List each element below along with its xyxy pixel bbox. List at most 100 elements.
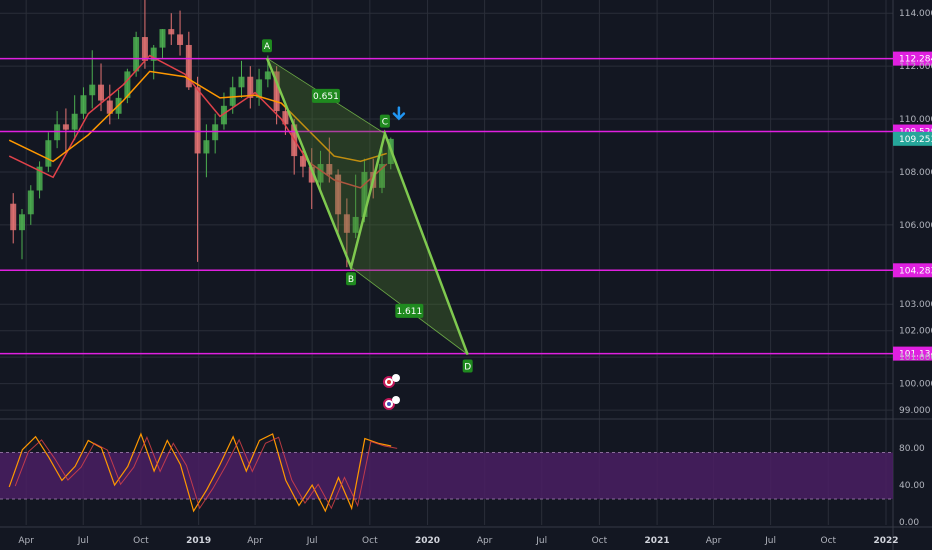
down-arrow-icon bbox=[392, 106, 406, 121]
candle-body bbox=[106, 100, 113, 114]
candle-body bbox=[10, 203, 17, 231]
candle-body bbox=[133, 37, 140, 72]
time-tick-label: Jul bbox=[535, 536, 547, 546]
price-tick-label: 108.000 bbox=[899, 168, 932, 178]
pattern-point-badge[interactable] bbox=[379, 114, 390, 128]
price-tick-label: 99.000 bbox=[899, 406, 931, 416]
candle-body bbox=[194, 87, 201, 154]
oscillator-tick-label: 80.00 bbox=[899, 444, 925, 454]
price-tick-label: 110.000 bbox=[899, 115, 932, 125]
candle-body bbox=[273, 71, 280, 112]
candle-body bbox=[36, 166, 43, 191]
candle-body bbox=[89, 84, 96, 96]
candle-body bbox=[220, 105, 227, 125]
pattern-point-label: D bbox=[464, 363, 471, 373]
candle-body bbox=[98, 84, 105, 101]
time-tick-label: Jul bbox=[77, 536, 89, 546]
candle-body bbox=[343, 214, 350, 233]
candle-body bbox=[335, 174, 342, 215]
stochastic-oscillator bbox=[8, 432, 398, 513]
pattern-point-label: B bbox=[348, 275, 354, 285]
price-tick-label: 102.000 bbox=[899, 327, 932, 337]
moving-averages bbox=[8, 54, 388, 189]
price-tick-label: 101.000 bbox=[899, 353, 932, 363]
time-axis[interactable]: Apr Jul Oct 2019 Apr Jul Oct 2020 Apr Jul Oct 2021 A… bbox=[18, 536, 898, 546]
pattern-point-badge[interactable] bbox=[261, 39, 272, 53]
oscillator-tick-label: 40.00 bbox=[899, 481, 925, 491]
candle-body bbox=[264, 71, 271, 80]
time-tick-label: Oct bbox=[821, 536, 837, 546]
level-price-label: 112.284 bbox=[899, 55, 932, 65]
pattern-point-badge[interactable] bbox=[462, 359, 473, 373]
pattern-point-badge[interactable] bbox=[346, 272, 357, 286]
level-price-label-bg bbox=[893, 263, 932, 278]
candle-body bbox=[361, 171, 368, 217]
slow-moving-average-line bbox=[8, 70, 387, 163]
time-tick-label: Jul bbox=[306, 536, 318, 546]
oscillator-tick-label: 0.00 bbox=[899, 518, 919, 528]
candle-body bbox=[124, 71, 131, 98]
candle-body bbox=[317, 164, 324, 183]
pattern-leg-lines[interactable] bbox=[265, 57, 469, 355]
stochastic-k-line bbox=[8, 432, 392, 513]
event-flag-dot bbox=[387, 380, 391, 384]
level-price-label-bg bbox=[893, 346, 932, 361]
ratio-badge-bg bbox=[395, 303, 424, 318]
stochastic-band bbox=[0, 452, 893, 500]
time-tick-label: 2019 bbox=[186, 536, 211, 546]
candle-body bbox=[256, 79, 263, 98]
candle-body bbox=[378, 164, 385, 188]
horizontal-levels[interactable]: 112.284109.528104.283101.134109.253 bbox=[0, 51, 932, 361]
time-tick-label: Apr bbox=[477, 536, 493, 546]
candle-body bbox=[352, 216, 359, 233]
price-tick-label: 103.000 bbox=[899, 300, 932, 310]
pattern-bcd-fill bbox=[351, 133, 468, 355]
price-tick-label: 106.000 bbox=[899, 221, 932, 231]
time-tick-label: 2021 bbox=[645, 536, 670, 546]
candle-body bbox=[326, 164, 333, 175]
candle-body bbox=[282, 111, 289, 125]
candle-body bbox=[71, 113, 78, 130]
time-tick-label: Apr bbox=[247, 536, 263, 546]
event-count-badge bbox=[392, 396, 400, 404]
pattern-point-label: A bbox=[264, 42, 271, 52]
candle-body bbox=[27, 190, 34, 215]
candle-body bbox=[45, 140, 52, 167]
price-tick-label: 112.000 bbox=[899, 62, 932, 72]
fast-moving-average-line bbox=[8, 54, 388, 189]
price-tick-label: 100.000 bbox=[899, 380, 932, 390]
time-tick-label: Oct bbox=[592, 536, 608, 546]
event-count-badge bbox=[392, 374, 400, 382]
candle-body bbox=[299, 156, 306, 167]
candle-body bbox=[238, 76, 245, 88]
event-markers[interactable] bbox=[383, 374, 400, 410]
price-tick-label: 114.000 bbox=[899, 9, 932, 19]
candle-body bbox=[62, 124, 69, 130]
level-price-label: 101.134 bbox=[899, 350, 932, 360]
time-tick-label: Jul bbox=[764, 536, 776, 546]
candle-body bbox=[168, 29, 175, 35]
time-tick-label: Apr bbox=[18, 536, 34, 546]
candle-body bbox=[19, 214, 25, 231]
time-tick-label: Apr bbox=[706, 536, 722, 546]
candle-body bbox=[203, 140, 210, 154]
candle-body bbox=[247, 76, 254, 98]
candle-body bbox=[159, 29, 166, 48]
price-axis[interactable]: 99.000 100.000 101.000 102.000 103.000 106.00… bbox=[899, 9, 932, 528]
time-tick-label: Oct bbox=[133, 536, 149, 546]
current-price-label-bg bbox=[893, 131, 932, 146]
pattern-abc-fill bbox=[266, 58, 385, 268]
time-tick-label: 2022 bbox=[873, 536, 898, 546]
event-flag-dot bbox=[387, 402, 391, 406]
time-tick-label: Oct bbox=[362, 536, 378, 546]
candle-body bbox=[80, 95, 87, 114]
level-price-label: 104.283 bbox=[899, 266, 932, 276]
pattern-point-label: C bbox=[382, 118, 388, 128]
candle-body bbox=[150, 47, 157, 61]
time-tick-label: 2020 bbox=[415, 536, 440, 546]
current-price-label: 109.253 bbox=[899, 135, 932, 145]
abcd-pattern[interactable]: 0.651 1.611 A B C D bbox=[261, 39, 473, 373]
candle-body bbox=[177, 34, 184, 45]
